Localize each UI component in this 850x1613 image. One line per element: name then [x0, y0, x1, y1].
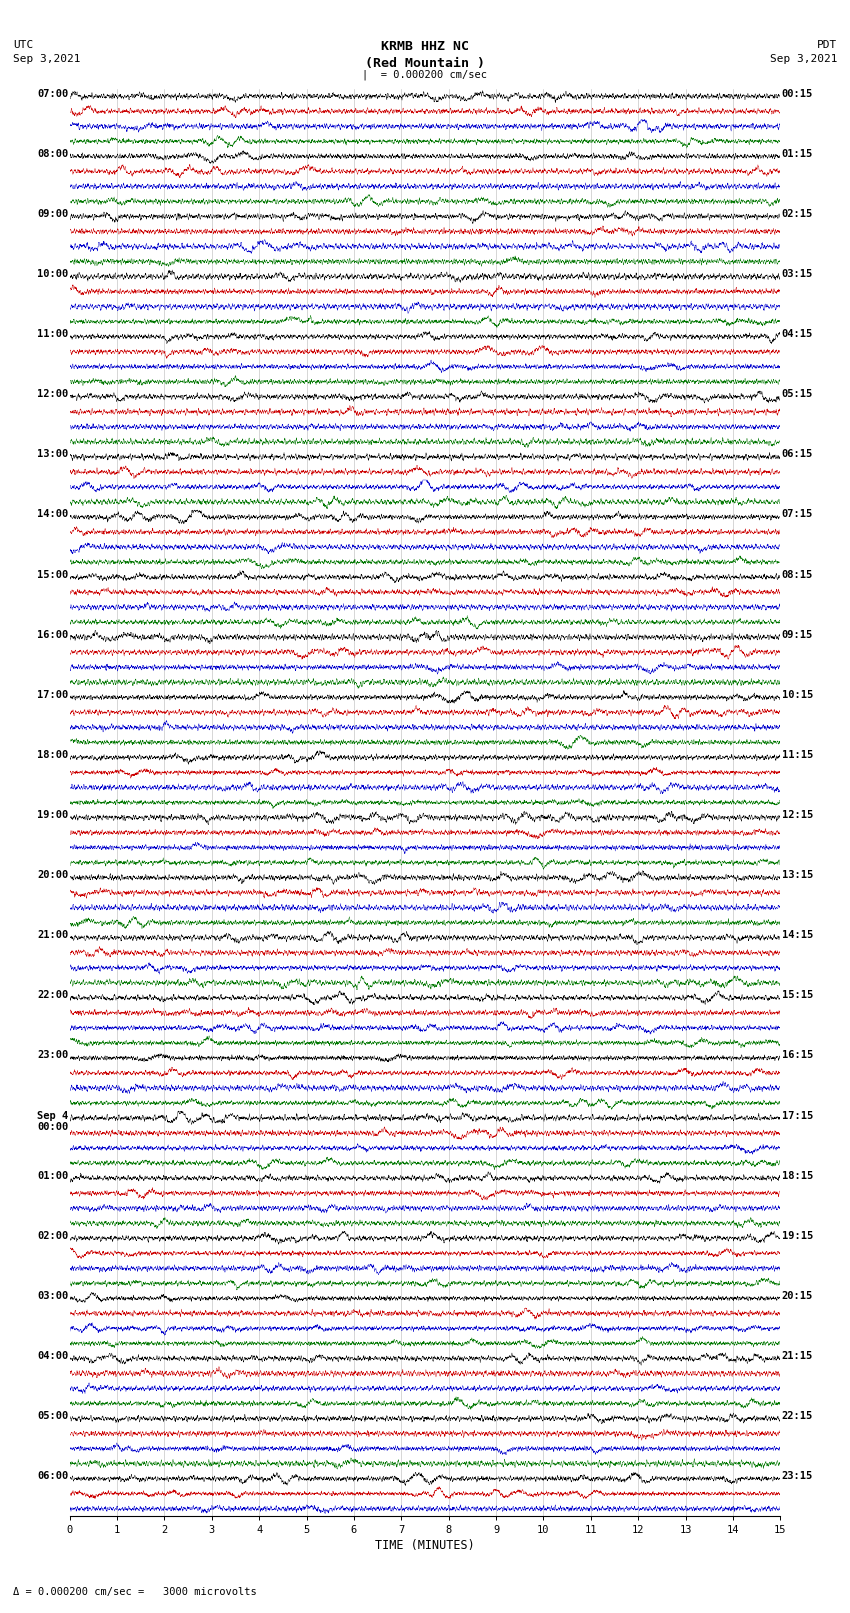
Text: 06:00: 06:00 — [37, 1471, 68, 1481]
Text: 01:00: 01:00 — [37, 1171, 68, 1181]
Text: 23:00: 23:00 — [37, 1050, 68, 1060]
Text: 07:00: 07:00 — [37, 89, 68, 98]
Text: 09:15: 09:15 — [782, 629, 813, 640]
Text: 09:00: 09:00 — [37, 210, 68, 219]
Text: PDT
Sep 3,2021: PDT Sep 3,2021 — [770, 40, 837, 63]
Text: 20:00: 20:00 — [37, 869, 68, 881]
Text: 21:15: 21:15 — [782, 1352, 813, 1361]
Text: UTC
Sep 3,2021: UTC Sep 3,2021 — [13, 40, 80, 63]
Text: 21:00: 21:00 — [37, 931, 68, 940]
Text: 04:15: 04:15 — [782, 329, 813, 339]
X-axis label: TIME (MINUTES): TIME (MINUTES) — [375, 1539, 475, 1552]
Text: 20:15: 20:15 — [782, 1290, 813, 1300]
Text: 11:00: 11:00 — [37, 329, 68, 339]
Text: 13:00: 13:00 — [37, 450, 68, 460]
Text: 22:15: 22:15 — [782, 1411, 813, 1421]
Text: 08:15: 08:15 — [782, 569, 813, 579]
Text: 14:15: 14:15 — [782, 931, 813, 940]
Text: 13:15: 13:15 — [782, 869, 813, 881]
Text: 17:00: 17:00 — [37, 690, 68, 700]
Text: |  = 0.000200 cm/sec: | = 0.000200 cm/sec — [362, 69, 488, 81]
Text: 19:00: 19:00 — [37, 810, 68, 819]
Text: 08:00: 08:00 — [37, 148, 68, 158]
Text: 07:15: 07:15 — [782, 510, 813, 519]
Text: 04:00: 04:00 — [37, 1352, 68, 1361]
Text: 19:15: 19:15 — [782, 1231, 813, 1240]
Text: 02:00: 02:00 — [37, 1231, 68, 1240]
Text: 10:15: 10:15 — [782, 690, 813, 700]
Text: 00:15: 00:15 — [782, 89, 813, 98]
Text: 18:15: 18:15 — [782, 1171, 813, 1181]
Text: Sep 4
00:00: Sep 4 00:00 — [37, 1110, 68, 1132]
Text: 12:15: 12:15 — [782, 810, 813, 819]
Text: 22:00: 22:00 — [37, 990, 68, 1000]
Text: 16:00: 16:00 — [37, 629, 68, 640]
Text: KRMB HHZ NC
(Red Mountain ): KRMB HHZ NC (Red Mountain ) — [365, 40, 485, 71]
Text: 17:15: 17:15 — [782, 1110, 813, 1121]
Text: 18:00: 18:00 — [37, 750, 68, 760]
Text: 10:00: 10:00 — [37, 269, 68, 279]
Text: 11:15: 11:15 — [782, 750, 813, 760]
Text: 05:00: 05:00 — [37, 1411, 68, 1421]
Text: 14:00: 14:00 — [37, 510, 68, 519]
Text: 15:00: 15:00 — [37, 569, 68, 579]
Text: 12:00: 12:00 — [37, 389, 68, 400]
Text: 03:00: 03:00 — [37, 1290, 68, 1300]
Text: 16:15: 16:15 — [782, 1050, 813, 1060]
Text: 23:15: 23:15 — [782, 1471, 813, 1481]
Text: 05:15: 05:15 — [782, 389, 813, 400]
Text: 01:15: 01:15 — [782, 148, 813, 158]
Text: 02:15: 02:15 — [782, 210, 813, 219]
Text: 03:15: 03:15 — [782, 269, 813, 279]
Text: Δ = 0.000200 cm/sec =   3000 microvolts: Δ = 0.000200 cm/sec = 3000 microvolts — [13, 1587, 257, 1597]
Text: 06:15: 06:15 — [782, 450, 813, 460]
Text: 15:15: 15:15 — [782, 990, 813, 1000]
